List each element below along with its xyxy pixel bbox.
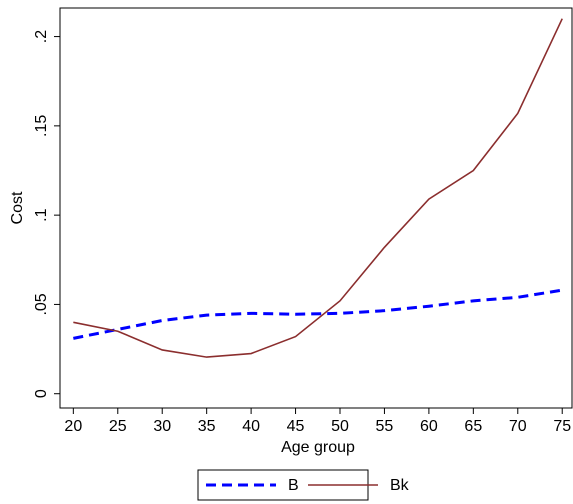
plot-frame (59, 7, 573, 409)
x-tick-label: 70 (509, 418, 527, 435)
x-tick-label: 45 (287, 418, 305, 435)
series-line (73, 288, 563, 340)
y-tick-label: .15 (33, 115, 50, 137)
x-tick-label: 20 (64, 418, 82, 435)
legend-label: B (288, 477, 299, 494)
y-tick-label: .1 (33, 208, 50, 221)
x-tick-label: 50 (331, 418, 349, 435)
legend-label: Bk (390, 477, 410, 494)
y-tick-label: .05 (33, 293, 50, 315)
x-tick-label: 30 (153, 418, 171, 435)
x-axis-title: Age group (281, 439, 355, 456)
x-tick-label: 55 (376, 418, 394, 435)
x-tick-label: 60 (420, 418, 438, 435)
x-tick-label: 75 (553, 418, 571, 435)
y-tick-label: 0 (33, 389, 50, 398)
series-line (73, 18, 563, 358)
x-tick-label: 25 (109, 418, 127, 435)
y-axis-title: Cost (9, 191, 26, 224)
x-tick-label: 35 (198, 418, 216, 435)
x-tick-label: 65 (464, 418, 482, 435)
y-tick-label: .2 (33, 30, 50, 43)
x-tick-label: 40 (242, 418, 260, 435)
